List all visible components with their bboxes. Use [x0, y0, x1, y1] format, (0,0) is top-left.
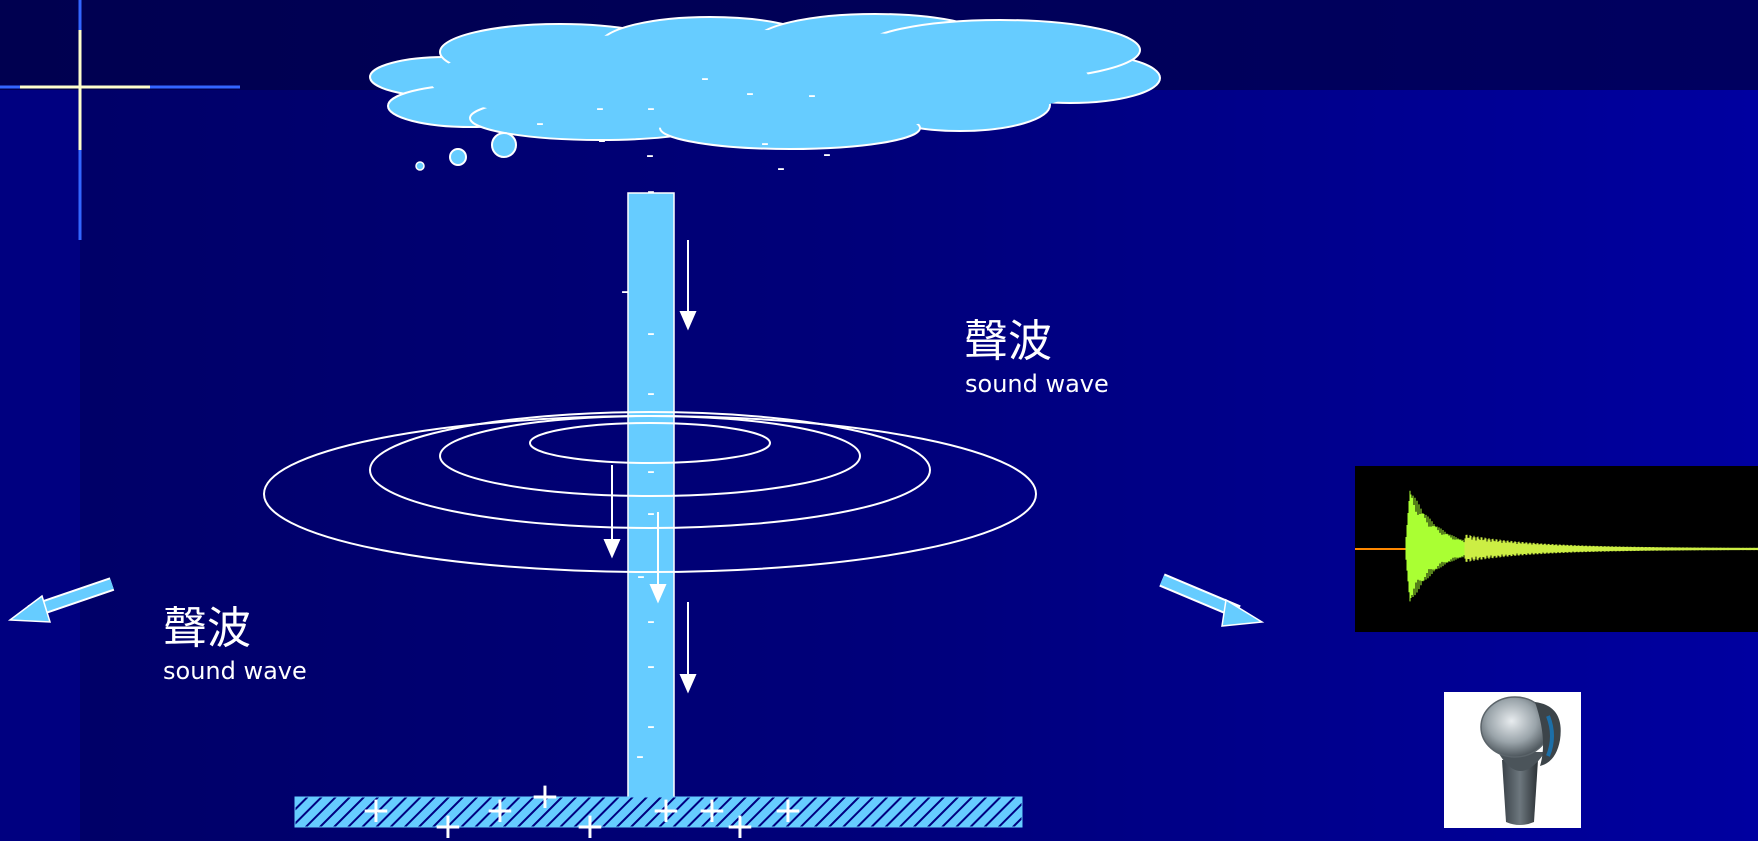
positive-charge: + — [697, 790, 727, 831]
cloud-icon — [369, 13, 1161, 150]
negative-charge: - — [701, 66, 709, 91]
negative-charge: - — [636, 744, 644, 769]
negative-charge: - — [777, 156, 785, 181]
positive-charge: + — [725, 806, 755, 841]
sound-wave-label-left-zh: 聲波 — [163, 603, 251, 654]
negative-charge: - — [647, 459, 655, 484]
positive-charges: + + + ++ + ++ + — [361, 776, 803, 841]
positive-charge: + — [530, 776, 560, 817]
negative-charge: - — [536, 111, 544, 136]
sound-wave-label-left-en: sound wave — [163, 657, 307, 685]
sound-wave-label-right-en: sound wave — [965, 370, 1109, 398]
current-arrows — [603, 240, 697, 694]
negative-charge: - — [808, 83, 816, 108]
sound-wave-label-right-zh: 聲波 — [964, 316, 1052, 367]
negative-charge: - — [647, 609, 655, 634]
positive-charge: + — [433, 806, 463, 841]
negative-charge: - — [647, 96, 655, 121]
flare-decoration — [0, 0, 240, 240]
negative-charge: - — [647, 179, 655, 204]
negative-charge: - — [647, 381, 655, 406]
negative-charge: - — [647, 714, 655, 739]
left-band — [0, 90, 80, 841]
negative-charge: - — [596, 96, 604, 121]
cloud-bubble-small — [415, 161, 425, 171]
negative-charges: -- -- --- --------------- — [536, 66, 831, 769]
negative-charge: - — [621, 279, 629, 304]
negative-charge: - — [647, 654, 655, 679]
positive-charge: + — [575, 806, 605, 841]
right-sound-arrow — [1159, 573, 1265, 627]
left-sound-arrow — [7, 577, 115, 623]
microphone-icon — [1444, 692, 1581, 828]
ground-icon — [294, 796, 1023, 828]
positive-charge: + — [485, 790, 515, 831]
cloud-bubble-large — [491, 132, 517, 158]
negative-charge: - — [637, 564, 645, 589]
sound-wave-rings — [263, 411, 1037, 573]
positive-charge: + — [361, 790, 391, 831]
negative-charge: - — [647, 501, 655, 526]
negative-charge: - — [647, 321, 655, 346]
cloud-bubble-medium — [449, 148, 467, 166]
negative-charge: - — [761, 131, 769, 156]
positive-charge: + — [651, 790, 681, 831]
waveform-display — [1355, 466, 1758, 632]
negative-charge: - — [823, 142, 831, 167]
negative-charge: - — [598, 128, 606, 153]
negative-charge: - — [646, 143, 654, 168]
waveform-trace — [1405, 490, 1758, 602]
negative-charge: - — [746, 81, 754, 106]
positive-charge: + — [773, 790, 803, 831]
